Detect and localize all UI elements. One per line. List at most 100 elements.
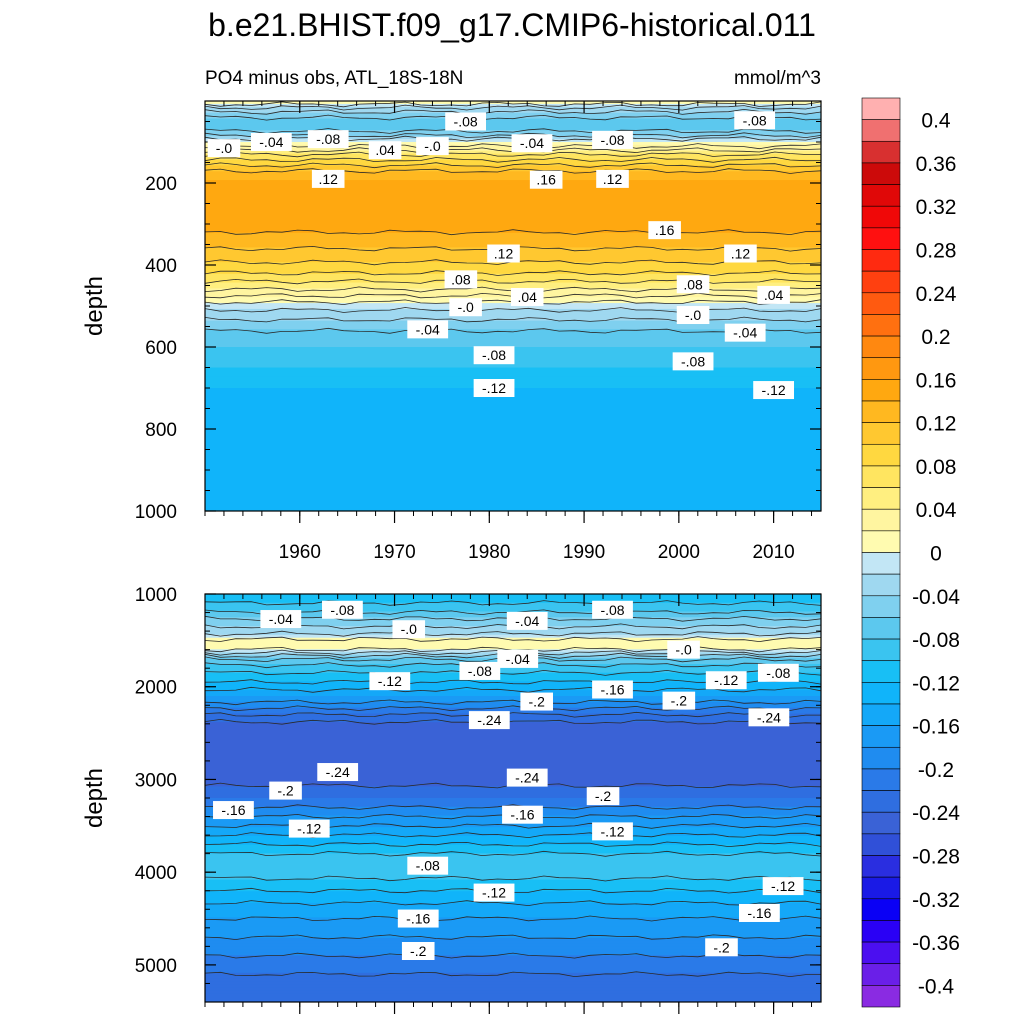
lower-contour-label: -.0 [667,640,700,659]
lower-contour-label-box [748,708,790,727]
lower-contour-line [205,971,821,978]
lower-color-band [205,754,821,758]
upper-color-band [205,265,821,269]
colorbar-box [861,552,901,575]
lower-contour-label-box [705,938,738,957]
upper-contour-label-text: .12 [318,171,338,187]
upper-y-tick-label: 1000 [135,502,177,523]
lower-contour-label: -.24 [468,711,510,730]
upper-color-band [205,262,821,266]
lower-contour-label: -.12 [592,822,633,841]
lower-contour-label-text: -.24 [515,770,539,786]
lower-contour-label: -.12 [288,819,330,838]
upper-contour-label-text: -.08 [454,114,478,130]
upper-x-tick-label: 2000 [658,542,700,563]
lower-color-band [205,917,821,921]
lower-contour-label-box [213,801,254,820]
upper-color-band [205,364,821,369]
upper-color-band [205,443,821,448]
lower-contour-line [205,636,821,643]
upper-contour-label-box [368,141,402,160]
colorbar-box [861,97,901,120]
lower-color-band [205,876,821,881]
lower-color-band [205,900,821,904]
upper-color-band [205,118,821,123]
lower-color-band [205,964,821,968]
upper-contour-label-text: .16 [536,172,556,188]
colorbar-box [861,811,901,835]
panel-subtitle: PO4 minus obs, ATL_18S-18N [205,68,463,89]
lower-contour-label-text: -.16 [747,905,771,921]
lower-color-band [205,943,821,948]
upper-color-band [205,101,821,105]
upper-contour-label-box [250,133,292,151]
upper-y-axis-title: depth [81,276,108,336]
upper-color-band [205,472,821,477]
lower-contour-label: -.16 [592,680,633,699]
upper-contour-line [205,229,821,236]
lower-contour-label: -.2 [401,942,435,960]
lower-contour-label-box [757,663,799,682]
lower-contour-label: -.2 [662,691,696,710]
upper-contour-label-text: -.0 [457,299,474,315]
upper-contour-label: .04 [510,287,544,306]
upper-color-band [205,194,821,199]
colorbar-label: 0.2 [921,326,950,349]
upper-color-band [205,180,821,184]
lower-contour-label: -.24 [748,708,790,727]
lower-contour-label-text: -.04 [269,611,293,627]
colorbar-box [861,985,901,1008]
colorbar-label: -0.04 [912,586,960,609]
lower-color-band [205,932,821,936]
colorbar-box [861,876,901,900]
upper-color-band [205,478,821,483]
upper-x-tick-label: 1960 [279,542,321,563]
lower-contour-label: -.08 [322,600,363,619]
lower-color-band [205,937,821,942]
upper-contour-line [205,316,821,323]
lower-color-band [205,646,821,650]
figure-title: b.e21.BHIST.f09_g17.CMIP6-historical.011 [208,7,816,43]
lower-color-band [205,978,821,983]
lower-color-band [205,946,821,951]
upper-color-band [205,426,821,430]
lower-contour-label-box [592,600,633,619]
lower-color-band [205,687,821,691]
lower-contour-label: -.12 [473,883,515,902]
lower-color-band [205,681,821,685]
upper-color-band [205,282,821,287]
upper-color-band [205,188,821,193]
upper-color-band [205,458,821,462]
upper-x-tick-label: 1970 [373,542,415,563]
upper-color-band [205,470,821,474]
lower-color-band [205,628,821,633]
upper-color-band [205,112,821,117]
upper-color-band [205,171,821,175]
lower-color-band [205,713,821,717]
upper-contour-label: -.08 [473,346,515,365]
lower-contour-label-text: -.24 [757,709,781,725]
lower-color-band [205,865,821,869]
upper-contour-line [205,114,821,121]
upper-y-tick-label: 200 [145,174,177,195]
upper-contour-line [205,327,821,334]
upper-color-band [205,402,821,407]
upper-contour-label-box [672,352,714,371]
colorbar-box [861,682,901,705]
upper-contour-label-text: -.04 [733,325,757,341]
upper-color-band [205,185,821,190]
lower-color-band [205,850,821,854]
lower-color-band [205,830,821,834]
lower-contour-label-box [506,611,548,630]
lower-contour-label-box [592,822,633,841]
upper-x-tick-label: 1990 [563,542,605,563]
upper-contour-line [205,307,821,313]
lower-color-band [205,725,821,729]
upper-color-band [205,200,821,205]
upper-contour-label: -.0 [207,139,241,158]
lower-contour-label-text: -.2 [410,943,427,959]
upper-color-band [205,197,821,202]
lower-contour-label-text: -.2 [277,783,294,799]
lower-contour-label-box [401,942,435,960]
